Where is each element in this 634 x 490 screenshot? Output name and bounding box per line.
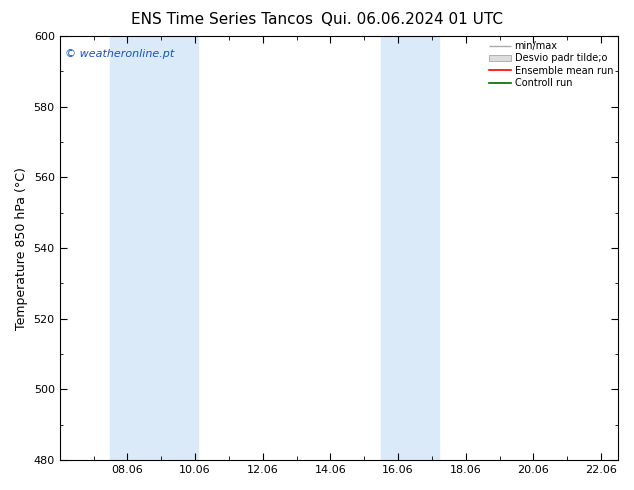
Legend: min/max, Desvio padr tilde;o, Ensemble mean run, Controll run: min/max, Desvio padr tilde;o, Ensemble m…: [488, 39, 615, 90]
Bar: [381, 36, 439, 460]
Text: ENS Time Series Tancos: ENS Time Series Tancos: [131, 12, 313, 27]
Text: © weatheronline.pt: © weatheronline.pt: [65, 49, 174, 59]
Text: Qui. 06.06.2024 01 UTC: Qui. 06.06.2024 01 UTC: [321, 12, 503, 27]
Bar: [110, 36, 198, 460]
Y-axis label: Temperature 850 hPa (°C): Temperature 850 hPa (°C): [15, 167, 28, 330]
